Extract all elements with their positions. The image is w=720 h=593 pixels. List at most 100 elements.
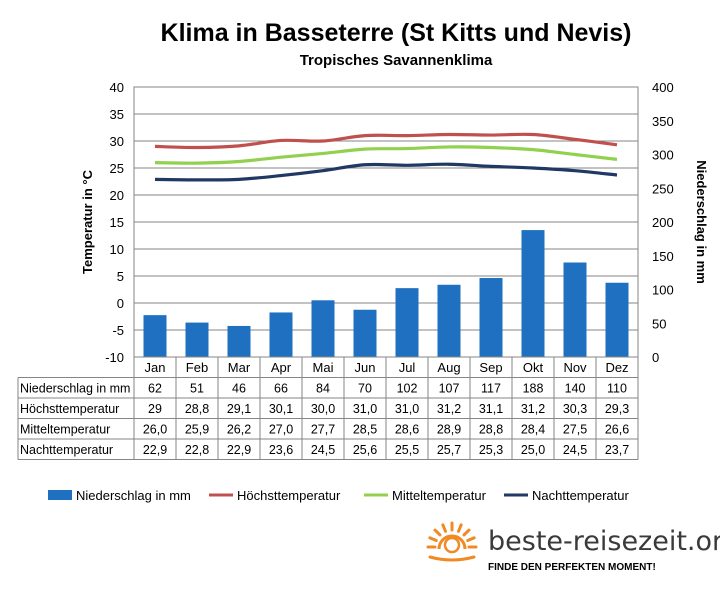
y-right-tick-label: 300	[652, 148, 674, 163]
data-label: 51	[190, 382, 204, 396]
data-label: 22,8	[185, 443, 209, 457]
x-category-label: Jan	[145, 360, 166, 375]
data-label: 46	[232, 382, 246, 396]
data-label: 23,7	[605, 443, 629, 457]
x-category-label: Aug	[437, 360, 460, 375]
data-label: 30,0	[311, 402, 335, 416]
data-label: 117	[481, 382, 501, 396]
x-category-label: Jun	[355, 360, 376, 375]
data-label: 25,7	[437, 443, 461, 457]
legend-label: Nachttemperatur	[532, 488, 629, 503]
data-label: 25,5	[395, 443, 419, 457]
y-left-axis-title: Temperatur in °C	[80, 169, 95, 274]
x-category-label: Sep	[479, 360, 502, 375]
precipitation-bar	[605, 282, 629, 357]
data-label: 28,4	[521, 423, 545, 437]
y-left-tick-label: 40	[110, 80, 124, 95]
mitteltemperatur-line	[154, 145, 618, 165]
y-left-tick-label: 15	[110, 215, 124, 230]
sun-core	[443, 536, 461, 554]
y-left-tick-label: 0	[117, 296, 124, 311]
y-right-tick-label: 400	[652, 80, 674, 95]
y-right-tick-label: 250	[652, 181, 674, 196]
sun-icon	[426, 521, 478, 562]
data-label: 28,8	[479, 423, 503, 437]
data-label: 26,6	[605, 423, 629, 437]
data-label: 25,3	[479, 443, 503, 457]
y-right-tick-label: 200	[652, 215, 674, 230]
precipitation-bar	[479, 278, 503, 357]
sun-ray	[462, 528, 471, 537]
data-label: 30,1	[269, 402, 293, 416]
data-label: 26,0	[143, 423, 167, 437]
data-label: 29,1	[227, 402, 251, 416]
sun-smile	[428, 555, 476, 562]
x-category-label: Mar	[228, 360, 251, 375]
data-label: 28,8	[185, 402, 209, 416]
hoechsttemperatur-line	[154, 132, 618, 150]
y-right-tick-label: 100	[652, 283, 674, 298]
x-category-label: Dez	[605, 360, 628, 375]
data-label: 30,3	[563, 402, 587, 416]
x-category-label: Jul	[399, 360, 416, 375]
precipitation-bar	[563, 262, 587, 357]
y-left-tick-label: 30	[110, 134, 124, 149]
x-category-label: Feb	[186, 360, 208, 375]
y-left-tick-label: 20	[110, 188, 124, 203]
data-label: 28,6	[395, 423, 419, 437]
legend-label: Mitteltemperatur	[392, 488, 487, 503]
data-label: 24,5	[563, 443, 587, 457]
data-label: 102	[397, 382, 418, 396]
y-left-tick-label: 35	[110, 107, 124, 122]
data-label: 27,5	[563, 423, 587, 437]
data-label: 31,2	[521, 402, 545, 416]
data-label: 25,0	[521, 443, 545, 457]
data-label: 24,5	[311, 443, 335, 457]
data-label: 25,6	[353, 443, 377, 457]
y-left-tick-label: 5	[117, 269, 124, 284]
data-label: 140	[565, 382, 586, 396]
legend: Niederschlag in mm Höchsttemperatur Mittel…	[48, 488, 629, 503]
legend-label: Höchsttemperatur	[237, 488, 341, 503]
x-category-label: Apr	[271, 360, 292, 375]
data-label: 25,9	[185, 423, 209, 437]
data-label: 22,9	[227, 443, 251, 457]
plot-area: 4035302520151050-5-104003503002502001501…	[80, 80, 709, 365]
brand-name: beste-reisezeit.org	[488, 526, 720, 557]
data-label: 28,9	[437, 423, 461, 437]
chart-subtitle: Tropisches Savannenklima	[300, 52, 493, 69]
data-label: 29	[148, 402, 162, 416]
data-label: 27,7	[311, 423, 335, 437]
y-left-tick-label: 25	[110, 161, 124, 176]
y-right-tick-label: 50	[652, 316, 666, 331]
sun-ray	[441, 523, 447, 533]
data-label: 84	[316, 382, 330, 396]
legend-label: Niederschlag in mm	[76, 488, 191, 503]
data-label: 23,6	[269, 443, 293, 457]
sun-ray	[466, 536, 476, 542]
data-label: 29,3	[605, 402, 629, 416]
y-right-axis-title: Niederschlag in mm	[694, 160, 709, 284]
sun-ray	[457, 523, 463, 533]
table-row-label: Nachttemperatur	[20, 443, 113, 457]
y-left-tick-label: -5	[112, 323, 124, 338]
table-row-label: Höchsttemperatur	[20, 402, 119, 416]
precipitation-bar	[311, 300, 335, 357]
brand-slogan: FINDE DEN PERFEKTEN MOMENT!	[488, 562, 656, 573]
precipitation-bar	[353, 309, 377, 357]
sun-disc	[437, 534, 467, 550]
data-label: 26,2	[227, 423, 251, 437]
data-label: 62	[148, 382, 162, 396]
precipitation-bar	[143, 315, 167, 357]
precipitation-bar	[521, 230, 545, 357]
data-label: 31,0	[395, 402, 419, 416]
data-label: 70	[358, 382, 372, 396]
sun-ray	[428, 536, 438, 542]
table-row-label: Niederschlag in mm	[20, 382, 130, 396]
y-left-tick-label: 10	[110, 242, 124, 257]
data-label: 66	[274, 382, 288, 396]
y-right-tick-label: 150	[652, 249, 674, 264]
data-label: 31,2	[437, 402, 461, 416]
